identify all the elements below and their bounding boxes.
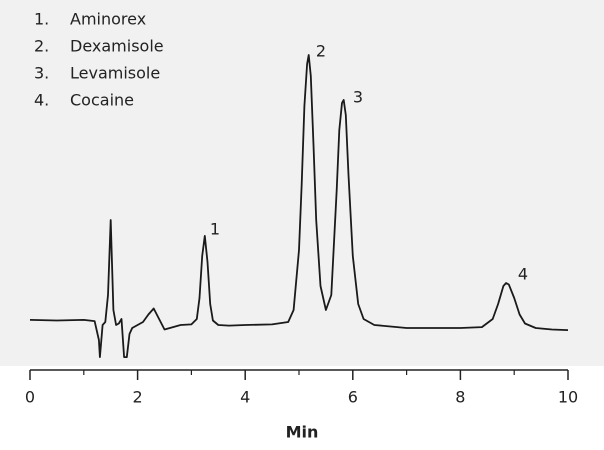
x-axis-label: Min — [286, 423, 319, 442]
x-tick-label: 8 — [455, 388, 465, 407]
peak-label: 1 — [210, 220, 220, 239]
peak-label: 2 — [316, 42, 326, 61]
legend-number: 2. — [34, 37, 49, 56]
x-tick-label: 2 — [133, 388, 143, 407]
peak-label: 3 — [353, 88, 363, 107]
chromatogram-line — [29, 54, 569, 358]
x-tick-label: 10 — [558, 388, 578, 407]
legend-number: 3. — [34, 64, 49, 83]
x-tick-label: 6 — [348, 388, 358, 407]
x-tick-label: 0 — [25, 388, 35, 407]
legend-name: Cocaine — [70, 91, 134, 110]
peak-label: 4 — [518, 265, 528, 284]
legend-number: 1. — [34, 10, 49, 29]
legend-name: Levamisole — [70, 64, 160, 83]
legend-name: Dexamisole — [70, 37, 164, 56]
legend-name: Aminorex — [70, 10, 146, 29]
axis-background — [0, 366, 604, 450]
x-tick-label: 4 — [240, 388, 250, 407]
legend-number: 4. — [34, 91, 49, 110]
